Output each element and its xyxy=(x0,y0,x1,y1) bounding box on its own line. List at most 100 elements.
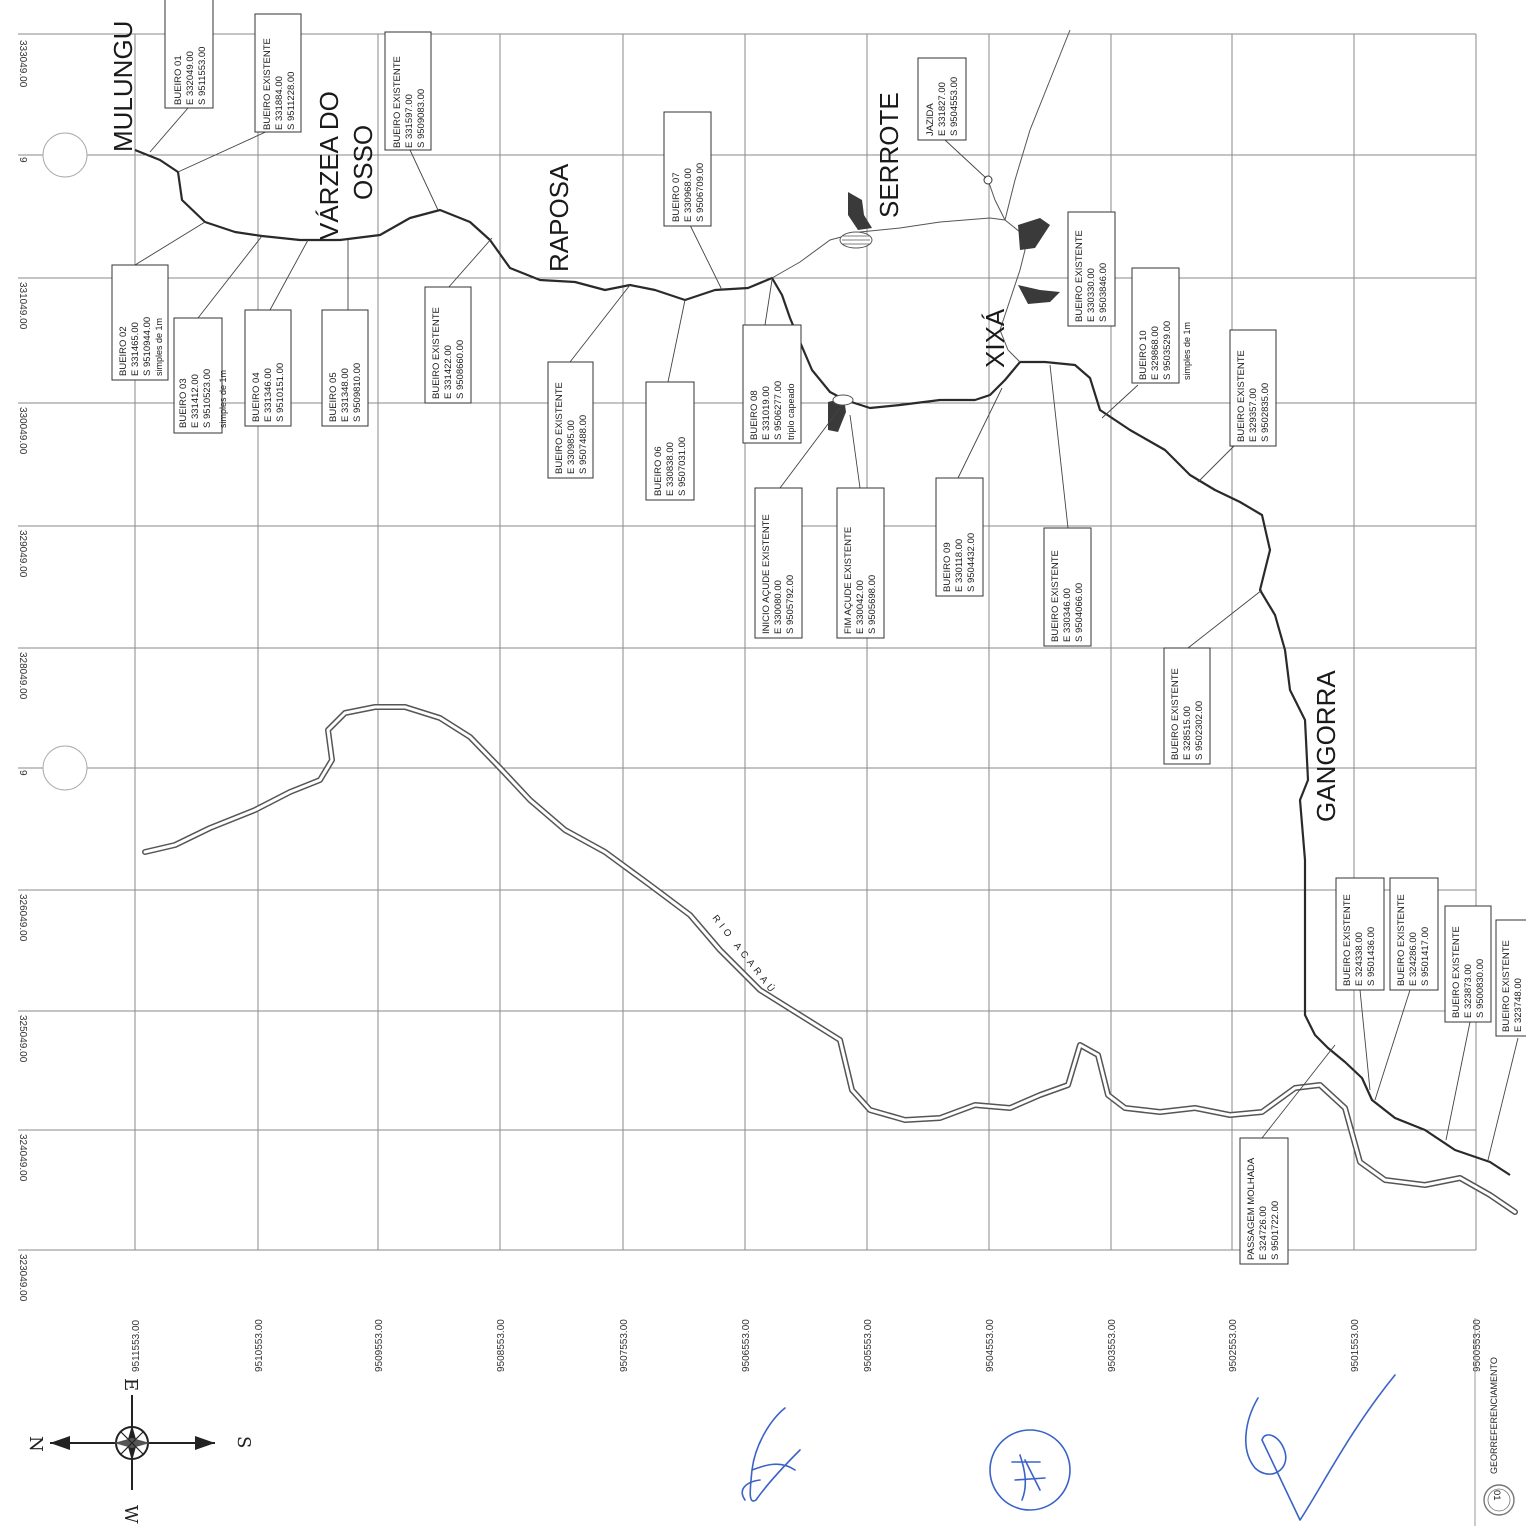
svg-text:BUEIRO EXISTENTE: BUEIRO EXISTENTE xyxy=(1170,668,1181,760)
svg-text:JAZIDA: JAZIDA xyxy=(925,103,936,136)
svg-text:E 331597.00: E 331597.00 xyxy=(404,94,415,148)
svg-text:BUEIRO EXISTENTE: BUEIRO EXISTENTE xyxy=(1501,940,1512,1032)
callout-bueiro-07: BUEIRO 07 E 330968.00 S 9506709.00 xyxy=(663,111,712,227)
callout-bueiro-08: BUEIRO 08 E 331019.00 S 9506277.00 tripl… xyxy=(742,324,802,444)
svg-text:triplo capeado: triplo capeado xyxy=(786,383,796,440)
river-label: RIO ACARAÚ xyxy=(710,913,779,997)
callout-bueiro-03: BUEIRO 03 E 331412.00 S 9510523.00 simpl… xyxy=(173,317,228,434)
place-names: MULUNGU VÁRZEA DO OSSO RAPOSA SERROTE XI… xyxy=(108,21,1341,822)
leader-lines xyxy=(134,107,1519,1161)
svg-text:S 9509083.00: S 9509083.00 xyxy=(416,89,427,148)
svg-text:E 331019.00: E 331019.00 xyxy=(761,386,772,440)
svg-text:BUEIRO 08: BUEIRO 08 xyxy=(749,390,760,440)
svg-text:BUEIRO EXISTENTE: BUEIRO EXISTENTE xyxy=(1396,894,1407,986)
easting-label: 9 xyxy=(17,770,28,776)
svg-text:E 330346.00: E 330346.00 xyxy=(1062,588,1073,642)
svg-text:E 331465.00: E 331465.00 xyxy=(130,322,141,376)
svg-text:E 331412.00: E 331412.00 xyxy=(190,374,201,428)
svg-text:BUEIRO EXISTENTE: BUEIRO EXISTENTE xyxy=(1050,550,1061,642)
svg-text:S 9501436.00: S 9501436.00 xyxy=(1366,927,1377,986)
svg-text:BUEIRO EXISTENTE: BUEIRO EXISTENTE xyxy=(1236,350,1247,442)
northing-label: 9507553.00 xyxy=(619,1319,630,1372)
compass-w: W xyxy=(120,1505,141,1524)
callout-jazida: JAZIDA E 331827.00 S 9504553.00 xyxy=(917,57,967,141)
easting-label: 328049.00 xyxy=(17,652,28,700)
svg-text:E 324338.00: E 324338.00 xyxy=(1354,932,1365,986)
callout-bueiro-existente: BUEIRO EXISTENTE E 324338.00 S 9501436.0… xyxy=(1335,877,1385,991)
svg-text:PASSAGEM MOLHADA: PASSAGEM MOLHADA xyxy=(1246,1157,1257,1260)
svg-text:S 9510523.00: S 9510523.00 xyxy=(202,369,213,428)
title-block: 01 GEORREFERENCIAMENTO xyxy=(1474,1318,1515,1526)
svg-text:BUEIRO EXISTENTE: BUEIRO EXISTENTE xyxy=(1342,894,1353,986)
callout-bueiro-existente: BUEIRO EXISTENTE E 323748.00 xyxy=(1495,919,1526,1037)
page-number: 01 xyxy=(1491,1490,1502,1501)
callout-bueiro-04: BUEIRO 04 E 331346.00 S 9510151.00 xyxy=(244,309,292,427)
easting-label: 331049.00 xyxy=(17,282,28,330)
svg-text:E 323748.00: E 323748.00 xyxy=(1513,978,1524,1032)
northing-label: 9510553.00 xyxy=(254,1319,265,1372)
svg-text:S 9505792.00: S 9505792.00 xyxy=(785,575,796,634)
svg-text:BUEIRO 01: BUEIRO 01 xyxy=(173,55,184,105)
easting-label: 323049.00 xyxy=(17,1254,28,1302)
svg-text:E 328515.00: E 328515.00 xyxy=(1182,706,1193,760)
place-name-mulungu: MULUNGU xyxy=(108,21,138,152)
svg-text:E 332049.00: E 332049.00 xyxy=(185,51,196,105)
svg-text:simples de 1m: simples de 1m xyxy=(1182,322,1192,380)
callout-bueiro-existente: BUEIRO EXISTENTE E 331422.00 S 9508660.0… xyxy=(424,286,472,404)
svg-text:FIM AÇUDE EXISTENTE: FIM AÇUDE EXISTENTE xyxy=(843,527,854,634)
svg-text:BUEIRO 04: BUEIRO 04 xyxy=(251,372,262,422)
svg-text:S 9500830.00: S 9500830.00 xyxy=(1475,959,1486,1018)
svg-text:E 331346.00: E 331346.00 xyxy=(263,368,274,422)
place-name-serrote: SERROTE xyxy=(874,92,904,218)
easting-label: 333049.00 xyxy=(17,40,28,88)
svg-text:BUEIRO EXISTENTE: BUEIRO EXISTENTE xyxy=(1451,926,1462,1018)
callout-bueiro-existente: BUEIRO EXISTENTE E 324286.00 S 9501417.0… xyxy=(1389,877,1439,991)
callout-passagem-molhada: PASSAGEM MOLHADA E 324726.00 S 9501722.0… xyxy=(1239,1137,1289,1265)
svg-text:BUEIRO 07: BUEIRO 07 xyxy=(671,172,682,222)
place-name-raposa: RAPOSA xyxy=(544,163,574,272)
northing-label: 9500553.00 xyxy=(1472,1319,1483,1372)
callout-bueiro-09: BUEIRO 09 E 330118.00 S 9504432.00 xyxy=(935,477,984,597)
svg-text:S 9510944.00: S 9510944.00 xyxy=(142,317,153,376)
callout-bueiro-05: BUEIRO 05 E 331348.00 S 9509810.00 xyxy=(321,309,369,427)
callout-bueiro-01: BUEIRO 01 E 332049.00 S 9511553.00 xyxy=(164,0,214,109)
svg-text:S 9504432.00: S 9504432.00 xyxy=(966,533,977,592)
callout-bueiro-existente: BUEIRO EXISTENTE E 330346.00 S 9504066.0… xyxy=(1043,527,1092,647)
callout-bueiro-existente: BUEIRO EXISTENTE E 331597.00 S 9509083.0… xyxy=(384,31,432,151)
northing-label: 9501553.00 xyxy=(1350,1319,1361,1372)
svg-text:S 9508660.00: S 9508660.00 xyxy=(455,340,466,399)
svg-text:E 323873.00: E 323873.00 xyxy=(1463,964,1474,1018)
easting-label: 326049.00 xyxy=(17,894,28,942)
svg-text:E 324286.00: E 324286.00 xyxy=(1408,932,1419,986)
svg-text:BUEIRO 02: BUEIRO 02 xyxy=(118,326,129,376)
northing-label: 9503553.00 xyxy=(1107,1319,1118,1372)
river: RIO ACARAÚ xyxy=(142,704,1518,1215)
svg-text:E 330330.00: E 330330.00 xyxy=(1086,268,1097,322)
svg-text:BUEIRO EXISTENTE: BUEIRO EXISTENTE xyxy=(262,38,273,130)
callout-bueiro-existente: BUEIRO EXISTENTE E 330330.00 S 9503846.0… xyxy=(1067,211,1116,327)
northing-label: 9505553.00 xyxy=(863,1319,874,1372)
compass-e: E xyxy=(120,1378,141,1391)
svg-text:S 9510151.00: S 9510151.00 xyxy=(275,363,286,422)
svg-text:S 9507031.00: S 9507031.00 xyxy=(677,437,688,496)
callout-bueiro-existente: BUEIRO EXISTENTE E 328515.00 S 9502302.0… xyxy=(1163,647,1211,765)
callout-bueiro-10: BUEIRO 10 E 329868.00 S 9503529.00 simpl… xyxy=(1131,267,1192,384)
callout-bueiro-02: BUEIRO 02 E 331465.00 S 9510944.00 simpl… xyxy=(111,264,169,381)
svg-text:S 9503846.00: S 9503846.00 xyxy=(1098,263,1109,322)
svg-text:E 331827.00: E 331827.00 xyxy=(937,82,948,136)
svg-text:E 331348.00: E 331348.00 xyxy=(340,368,351,422)
svg-text:E 330118.00: E 330118.00 xyxy=(954,539,965,592)
northing-label: 9508553.00 xyxy=(496,1319,507,1372)
svg-text:simples de 1m: simples de 1m xyxy=(218,370,228,428)
svg-text:BUEIRO EXISTENTE: BUEIRO EXISTENTE xyxy=(554,382,565,474)
svg-text:INICIO AÇUDE EXISTENTE: INICIO AÇUDE EXISTENTE xyxy=(761,514,772,634)
easting-label: 330049.00 xyxy=(17,407,28,455)
svg-text:BUEIRO EXISTENTE: BUEIRO EXISTENTE xyxy=(392,56,403,148)
svg-text:E 324726.00: E 324726.00 xyxy=(1258,1206,1269,1260)
svg-text:BUEIRO 05: BUEIRO 05 xyxy=(328,372,339,422)
compass-n: N xyxy=(25,1436,46,1452)
svg-text:E 330968.00: E 330968.00 xyxy=(683,168,694,222)
callout-bueiro-06: BUEIRO 06 E 330838.00 S 9507031.00 xyxy=(645,381,695,501)
callout-bueiro-existente: BUEIRO EXISTENTE E 329357.00 S 9502835.0… xyxy=(1229,329,1277,447)
svg-text:S 9509810.00: S 9509810.00 xyxy=(352,363,363,422)
